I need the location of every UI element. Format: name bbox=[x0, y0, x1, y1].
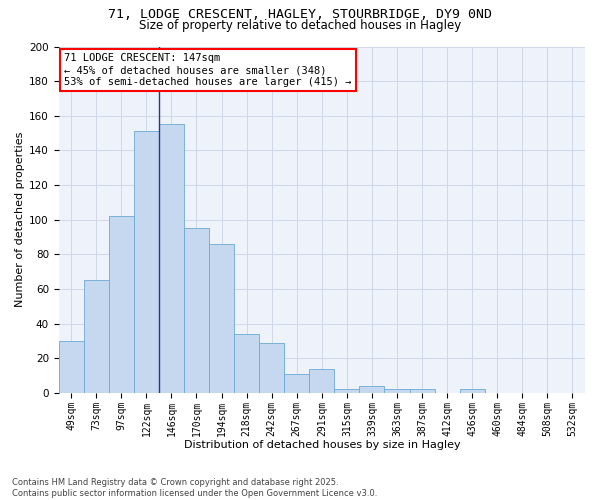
Text: 71 LODGE CRESCENT: 147sqm
← 45% of detached houses are smaller (348)
53% of semi: 71 LODGE CRESCENT: 147sqm ← 45% of detac… bbox=[64, 54, 352, 86]
Bar bbox=[184, 228, 209, 393]
Bar bbox=[385, 390, 410, 393]
Bar bbox=[309, 368, 334, 393]
Bar bbox=[334, 390, 359, 393]
Bar bbox=[234, 334, 259, 393]
X-axis label: Distribution of detached houses by size in Hagley: Distribution of detached houses by size … bbox=[184, 440, 460, 450]
Bar bbox=[84, 280, 109, 393]
Bar bbox=[460, 390, 485, 393]
Y-axis label: Number of detached properties: Number of detached properties bbox=[15, 132, 25, 308]
Bar bbox=[159, 124, 184, 393]
Bar bbox=[209, 244, 234, 393]
Bar bbox=[284, 374, 309, 393]
Bar bbox=[259, 342, 284, 393]
Bar bbox=[359, 386, 385, 393]
Bar bbox=[59, 341, 84, 393]
Text: 71, LODGE CRESCENT, HAGLEY, STOURBRIDGE, DY9 0ND: 71, LODGE CRESCENT, HAGLEY, STOURBRIDGE,… bbox=[108, 8, 492, 20]
Text: Size of property relative to detached houses in Hagley: Size of property relative to detached ho… bbox=[139, 19, 461, 32]
Text: Contains HM Land Registry data © Crown copyright and database right 2025.
Contai: Contains HM Land Registry data © Crown c… bbox=[12, 478, 377, 498]
Bar bbox=[410, 390, 434, 393]
Bar bbox=[109, 216, 134, 393]
Bar bbox=[134, 132, 159, 393]
